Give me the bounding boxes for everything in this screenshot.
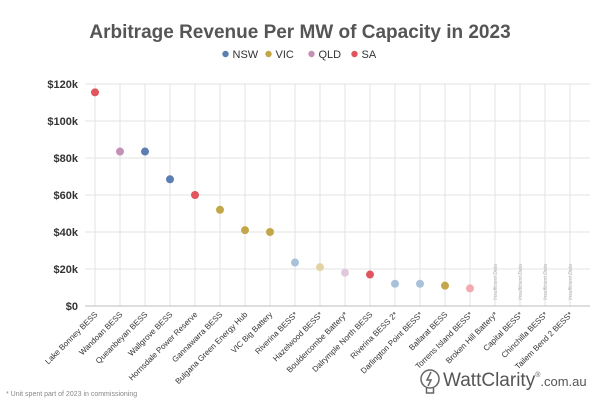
insufficient-data-label: Insufficient Data <box>568 264 574 300</box>
data-point <box>466 284 474 293</box>
data-points: Insufficient Data Insufficient Data Insuff… <box>91 88 574 300</box>
y-tick-label: $20k <box>54 264 79 276</box>
registered-mark: ® <box>535 371 541 379</box>
data-point <box>166 175 174 184</box>
data-point <box>266 228 274 236</box>
y-tick-label: $120k <box>47 79 78 91</box>
legend-marker <box>351 50 358 58</box>
legend-marker <box>222 50 229 58</box>
insufficient-data-label: Insufficient Data <box>543 264 549 300</box>
y-axis: $0 $20k $40k $60k $80k $100k $120k <box>47 79 78 313</box>
data-point <box>91 88 99 97</box>
y-tick-label: $40k <box>54 227 79 239</box>
legend-label: VIC <box>276 49 294 61</box>
data-point <box>341 268 349 277</box>
data-point <box>116 147 124 156</box>
wattclarity-logo: WattClarity®.com.au <box>420 369 587 394</box>
data-point <box>216 205 224 214</box>
legend-item-nsw: NSW <box>222 49 259 61</box>
legend: NSW VIC QLD SA <box>222 49 377 61</box>
legend-item-vic: VIC <box>265 49 294 61</box>
legend-label: QLD <box>319 49 342 61</box>
data-point <box>366 270 374 279</box>
y-tick-label: $80k <box>54 153 79 165</box>
insufficient-data-label: Insufficient Data <box>518 264 524 300</box>
data-point <box>241 226 249 235</box>
data-point <box>141 147 149 156</box>
y-tick-label: $100k <box>47 116 78 128</box>
legend-item-qld: QLD <box>308 49 341 61</box>
data-point <box>391 279 399 288</box>
lightbulb-icon <box>420 369 440 394</box>
data-point <box>191 191 199 199</box>
y-tick-label: $60k <box>54 190 79 202</box>
data-point <box>416 279 424 288</box>
brand-domain: .com.au <box>540 374 586 389</box>
legend-marker <box>308 50 315 58</box>
data-point <box>291 258 299 267</box>
grid <box>85 83 590 307</box>
chart-title: Arbitrage Revenue Per MW of Capacity in … <box>89 22 510 43</box>
legend-marker <box>265 50 272 58</box>
data-point <box>316 263 324 272</box>
x-tick-label: Wallgrove BESS <box>126 310 174 358</box>
x-tick-label: Wandoan BESS <box>77 310 124 357</box>
legend-label: SA <box>362 49 377 61</box>
footnote: * Unit spent part of 2023 in commissioni… <box>6 391 137 398</box>
insufficient-data-label: Insufficient Data <box>493 264 499 300</box>
data-point <box>441 281 449 290</box>
y-tick-label: $0 <box>66 301 78 313</box>
brand-name: WattClarity®.com.au <box>443 370 587 391</box>
legend-label: NSW <box>233 49 259 61</box>
legend-item-sa: SA <box>351 49 377 61</box>
